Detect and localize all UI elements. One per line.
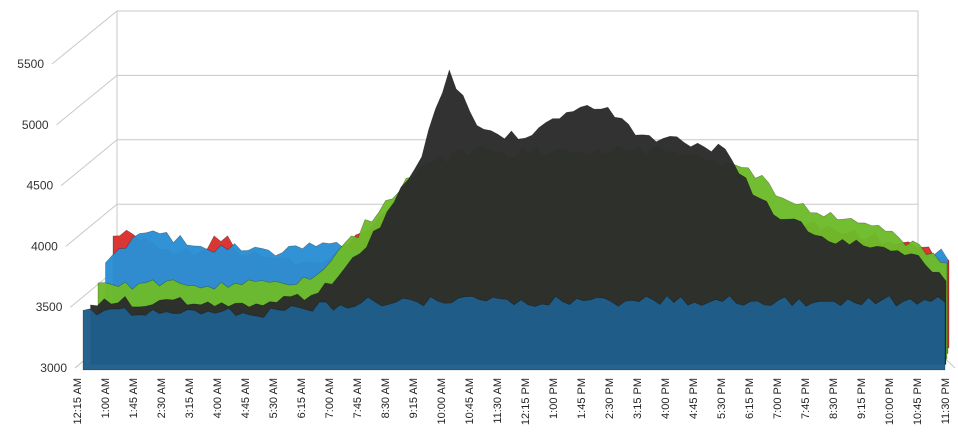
x-tick-label: 4:45 AM [240,378,252,418]
x-tick-label: 2:30 PM [604,378,616,419]
x-tick-label: 10:00 AM [436,378,448,424]
y-tick-label: 3000 [40,361,67,375]
x-tick-label: 4:00 AM [212,378,224,418]
gridline-left-wall [60,139,118,186]
x-tick-label: 5:30 PM [716,378,728,419]
x-tick-label: 9:15 AM [408,378,420,418]
x-tick-label: 1:00 PM [548,378,560,419]
x-tick-label: 6:15 AM [296,378,308,418]
x-tick-label: 1:45 AM [128,378,140,418]
x-tick-label: 3:15 PM [632,378,644,419]
x-tick-label: 8:30 PM [828,378,840,419]
x-tick-label: 2:30 AM [156,378,168,418]
chart-series-surfaces [82,68,950,371]
x-tick-label: 1:45 PM [576,378,588,419]
gridline-left-wall [65,203,118,247]
y-tick-label: 3500 [36,300,63,314]
x-tick-label: 12:15 AM [72,378,84,424]
y-tick-label: 4500 [26,179,53,193]
x-tick-label: 12:15 PM [520,378,532,425]
series-surface-3 [90,68,947,365]
x-tick-label: 8:30 AM [380,378,392,418]
x-tick-label: 5:30 AM [268,378,280,418]
x-tick-label: 10:45 PM [912,378,924,425]
chart-axes: 3000 3500 4000 4500 5000 5500 12:15 AM 1:00 AM 1… [17,57,952,425]
gridline-left-wall [56,75,118,126]
x-tick-label: 7:00 AM [324,378,336,418]
x-tick-label: 10:00 PM [884,378,896,425]
x-tick-label: 4:00 PM [660,378,672,419]
y-tick-label: 4000 [31,239,58,253]
x-tick-label: 6:15 PM [744,378,756,419]
y-tick-label: 5000 [22,118,49,132]
x-tick-label: 9:15 PM [856,378,868,419]
gridline-left-wall [51,10,118,65]
x-tick-label: 11:30 AM [492,378,504,424]
x-tick-label: 10:45 AM [464,378,476,424]
x-tick-label: 7:45 PM [800,378,812,419]
x-tick-label: 4:45 PM [688,378,700,419]
x-tick-label: 1:00 AM [100,378,112,418]
series-surface-4 [82,295,946,371]
y-tick-label: 5500 [17,57,44,71]
x-tick-label: 7:45 AM [352,378,364,418]
x-tick-label: 3:15 AM [184,378,196,418]
x-tick-label: 7:00 PM [772,378,784,419]
x-tick-label: 11:30 PM [940,378,952,424]
